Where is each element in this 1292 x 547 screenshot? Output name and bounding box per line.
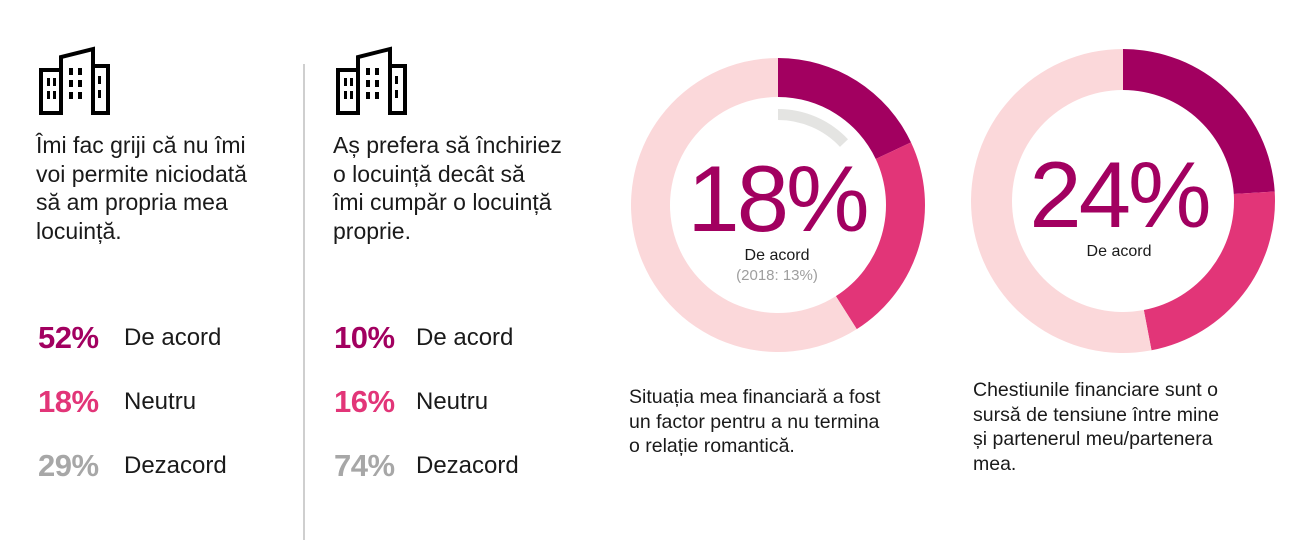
donut-chart-2 (971, 49, 1275, 354)
stat-row-disagree: 29% Dezacord (38, 446, 227, 486)
caption-line: și partenerul meu/partenera (973, 428, 1213, 450)
stat-label: De acord (124, 324, 222, 351)
donut-label: De acord (1086, 243, 1152, 260)
donut-center-2: 24% De acord (1029, 142, 1211, 262)
statement-line: proprie. (333, 217, 411, 244)
statement-line: locuință. (36, 217, 122, 244)
stat-row-disagree: 74% Dezacord (334, 446, 519, 486)
stat-label: Dezacord (124, 452, 227, 479)
donut-slice-agree (1123, 49, 1275, 195)
caption-line: sursă de tensiune între mine (973, 403, 1220, 426)
stat-label: Dezacord (416, 452, 519, 479)
stat-pct: 52% (38, 320, 99, 355)
caption-line: mea. (973, 452, 1017, 475)
stats-1: 52% De acord 18% Neutru 29% Dezacord (38, 318, 227, 486)
stat-row-agree: 10% De acord (334, 318, 519, 358)
statement-line: voi permite niciodată (36, 160, 247, 187)
caption-line: o relație romantică. (629, 435, 795, 457)
donut-label: De acord (744, 247, 810, 264)
stat-row-neutral: 16% Neutru (334, 382, 519, 422)
stat-pct: 74% (334, 448, 395, 483)
donut-previous-year-arc (778, 109, 848, 147)
stat-label: De acord (416, 324, 514, 351)
stat-label: Neutru (416, 388, 489, 415)
donut-slice-neutral (835, 142, 925, 330)
statement-line: să am propria mea (36, 189, 228, 215)
building-icon (38, 46, 112, 116)
donut-slice-disagree (971, 49, 1152, 354)
divider (303, 64, 305, 540)
statement-line: Îmi fac griji că nu îmi (36, 132, 246, 158)
donut-center-1: 18% De acord (2018: 13%) (687, 146, 869, 285)
statement-line: îmi cumpăr o locuință (333, 189, 552, 215)
stat-pct: 18% (38, 384, 99, 419)
caption-line: Chestiunile financiare sunt o (973, 379, 1218, 401)
donut-slice-agree (778, 58, 912, 160)
donut-caption-1: Situația mea financiară a fost un factor… (629, 385, 880, 459)
donut-chart-1 (631, 58, 925, 352)
statement-2: Aș prefera să închiriez o locuință decât… (333, 131, 562, 245)
donut-slice-neutral (1143, 191, 1275, 351)
stat-pct: 29% (38, 448, 99, 483)
donut-note: (2018: 13%) (736, 267, 818, 284)
caption-line: Situația mea financiară a fost (629, 386, 881, 408)
building-icon (335, 46, 409, 116)
donut-caption-2: Chestiunile financiare sunt o sursă de t… (973, 378, 1219, 476)
stat-pct: 16% (334, 384, 395, 419)
donut-big-pct: 18% (687, 146, 869, 251)
stat-pct: 10% (334, 320, 395, 355)
stat-row-agree: 52% De acord (38, 318, 227, 358)
caption-line: un factor pentru a nu termina (629, 410, 880, 433)
donut-big-pct: 24% (1029, 142, 1211, 247)
stats-2: 10% De acord 16% Neutru 74% Dezacord (334, 318, 519, 486)
statement-line: Aș prefera să închiriez (333, 132, 562, 158)
donut-slice-disagree (631, 58, 857, 352)
statement-line: o locuință decât să (333, 160, 525, 187)
statement-1: Îmi fac griji că nu îmi voi permite nici… (36, 131, 247, 245)
stat-row-neutral: 18% Neutru (38, 382, 227, 422)
stat-label: Neutru (124, 388, 197, 415)
